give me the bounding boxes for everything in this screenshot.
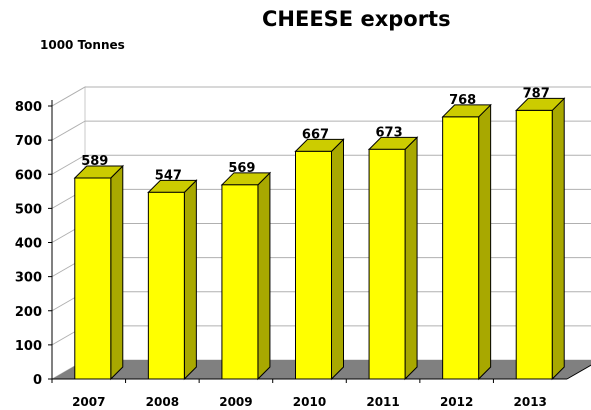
data-label: 589 <box>81 154 108 169</box>
floor-edge <box>566 364 591 380</box>
bar-side <box>551 97 565 381</box>
bar-front <box>295 150 332 380</box>
bar-2009 <box>220 171 272 381</box>
y-axis-unit-label: 1000 Tonnes <box>40 38 125 52</box>
bar-front <box>221 184 259 380</box>
data-label: 787 <box>523 86 550 101</box>
data-label: 673 <box>376 125 403 140</box>
x-tick-label: 2011 <box>366 395 399 409</box>
gridline <box>51 154 86 175</box>
x-tick-label: 2008 <box>146 395 179 409</box>
y-tick-label: 400 <box>15 237 42 252</box>
bar-side <box>404 136 418 381</box>
data-label: 667 <box>302 127 329 142</box>
x-tick-label: 2012 <box>440 395 473 409</box>
y-tick-label: 600 <box>15 168 42 183</box>
y-tick-label: 700 <box>15 134 42 149</box>
y-tick-label: 300 <box>15 271 42 286</box>
bar-front <box>147 191 185 380</box>
y-tick-label: 500 <box>15 202 42 217</box>
bar-side <box>331 138 344 381</box>
x-tick-label: 2007 <box>72 395 105 409</box>
data-label: 547 <box>155 168 182 183</box>
data-label: 768 <box>449 93 476 108</box>
gridline <box>51 86 86 107</box>
bar-front <box>368 148 406 380</box>
y-tick-label: 100 <box>15 339 42 354</box>
x-tick-label: 2009 <box>219 395 252 409</box>
y-tick-label: 0 <box>33 373 42 388</box>
y-tick-label: 800 <box>15 100 42 115</box>
bar-2011 <box>367 136 419 381</box>
x-tick-label: 2013 <box>514 395 547 409</box>
bar-front <box>515 109 553 380</box>
data-label: 569 <box>228 161 255 176</box>
bar-side <box>257 171 271 381</box>
bar-2007 <box>73 164 124 381</box>
y-tick-label: 200 <box>15 305 42 320</box>
bar-2012 <box>441 103 492 381</box>
bar-front <box>74 177 112 380</box>
bar-2013 <box>515 97 566 381</box>
gridline <box>51 120 86 141</box>
bar-2008 <box>147 179 198 381</box>
bar-side <box>478 103 492 381</box>
x-tick-label: 2010 <box>293 395 326 409</box>
bar-front <box>442 116 480 380</box>
bar-side <box>183 179 197 381</box>
chart-title: CHEESE exports <box>262 7 451 31</box>
bar-side <box>110 164 124 381</box>
bar-2010 <box>294 138 345 381</box>
